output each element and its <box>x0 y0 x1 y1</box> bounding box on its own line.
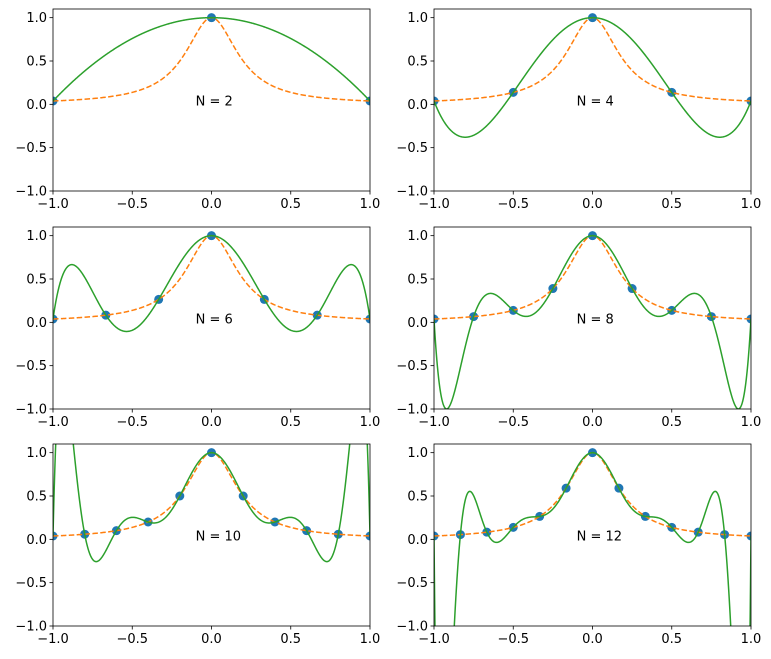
interpolant-line <box>434 16 751 138</box>
y-tick-label: 0.0 <box>26 316 47 331</box>
y-tick-label: 1.0 <box>26 11 47 26</box>
x-tick-label: −0.5 <box>116 197 148 212</box>
x-tick-label: 1.0 <box>741 632 762 647</box>
y-tick-label: −1.0 <box>396 185 428 200</box>
n-label: N = 12 <box>577 529 622 544</box>
interpolant-line <box>53 234 370 333</box>
x-tick-label: 0.0 <box>201 632 222 647</box>
y-tick-label: 1.0 <box>26 229 47 244</box>
y-tick-label: −0.5 <box>396 576 428 591</box>
y-tick-label: −0.5 <box>396 141 428 156</box>
x-tick-label: −0.5 <box>497 632 529 647</box>
x-tick-label: −0.5 <box>116 415 148 430</box>
subplot-N-6: −1.0 −0.5 0.0 0.5 1.0 −1.0 −0.5 0.0 0.5 1.0 N = 6 <box>15 226 381 430</box>
y-tick-label: −1.0 <box>15 403 47 418</box>
y-tick-label: −0.5 <box>15 576 47 591</box>
y-tick-label: 1.0 <box>26 446 47 461</box>
true-function-line <box>434 234 751 320</box>
y-tick-label: 0.5 <box>26 490 47 505</box>
x-tick-label: −1.0 <box>418 632 450 647</box>
plot-area <box>53 231 370 333</box>
subplot-N-10: −1.0 −0.5 0.0 0.5 1.0 −1.0 −0.5 0.0 0.5 1.0 N = 10 <box>15 443 381 647</box>
x-tick-label: 0.5 <box>280 415 301 430</box>
x-tick-label: 0.5 <box>661 415 682 430</box>
x-tick-label: −1.0 <box>37 415 69 430</box>
y-tick-label: 0.0 <box>26 533 47 548</box>
x-tick-label: 1.0 <box>360 415 381 430</box>
x-tick-label: 1.0 <box>741 415 762 430</box>
y-tick-label: 0.0 <box>407 98 428 113</box>
plot-area <box>434 13 751 138</box>
y-tick-label: −1.0 <box>396 403 428 418</box>
x-tick-label: 0.5 <box>661 197 682 212</box>
x-tick-label: −1.0 <box>418 415 450 430</box>
x-tick-label: 1.0 <box>360 632 381 647</box>
n-label: N = 6 <box>196 312 233 327</box>
x-tick-label: −0.5 <box>497 415 529 430</box>
subplot-N-8: −1.0 −0.5 0.0 0.5 1.0 −1.0 −0.5 0.0 0.5 1.0 N = 8 <box>396 226 762 430</box>
y-tick-label: 0.5 <box>26 55 47 70</box>
y-tick-label: 0.5 <box>407 55 428 70</box>
x-tick-label: 0.5 <box>280 197 301 212</box>
y-tick-label: 1.0 <box>407 11 428 26</box>
y-tick-label: −1.0 <box>15 185 47 200</box>
x-tick-label: −0.5 <box>116 632 148 647</box>
true-function-line <box>53 451 370 537</box>
subplot-N-4: −1.0 −0.5 0.0 0.5 1.0 −1.0 −0.5 0.0 0.5 1.0 N = 4 <box>396 8 762 212</box>
subplot-N-12: −1.0 −0.5 0.0 0.5 1.0 −1.0 −0.5 0.0 0.5 1.0 N = 12 <box>396 443 762 647</box>
plot-area <box>53 444 370 563</box>
n-label: N = 4 <box>577 94 614 109</box>
x-tick-label: 0.5 <box>280 632 301 647</box>
x-tick-label: −0.5 <box>497 197 529 212</box>
n-label: N = 10 <box>196 529 241 544</box>
n-label: N = 2 <box>196 94 233 109</box>
y-tick-label: 0.0 <box>407 316 428 331</box>
y-tick-label: −1.0 <box>15 620 47 635</box>
interpolant-line <box>53 444 370 563</box>
x-tick-label: −1.0 <box>418 197 450 212</box>
true-function-line <box>434 16 751 102</box>
true-function-line <box>434 451 751 537</box>
subplot-N-2: −1.0 −0.5 0.0 0.5 1.0 −1.0 −0.5 0.0 0.5 1.0 N = 2 <box>15 8 381 212</box>
y-tick-label: 1.0 <box>407 229 428 244</box>
y-tick-label: −1.0 <box>396 620 428 635</box>
plot-area <box>53 13 370 106</box>
x-tick-label: −1.0 <box>37 197 69 212</box>
y-tick-label: −0.5 <box>15 141 47 156</box>
y-tick-label: 0.5 <box>407 490 428 505</box>
x-tick-label: 0.0 <box>201 415 222 430</box>
x-tick-label: 0.0 <box>582 197 603 212</box>
y-tick-label: −0.5 <box>396 359 428 374</box>
n-label: N = 8 <box>577 312 614 327</box>
x-tick-label: 0.0 <box>582 415 603 430</box>
x-tick-label: 1.0 <box>360 197 381 212</box>
y-tick-label: 0.5 <box>26 273 47 288</box>
x-tick-label: 0.5 <box>661 632 682 647</box>
x-tick-label: −1.0 <box>37 632 69 647</box>
x-tick-label: 1.0 <box>741 197 762 212</box>
y-tick-label: 0.0 <box>407 533 428 548</box>
interpolant-line <box>434 234 751 409</box>
interpolant-line <box>53 16 370 102</box>
y-tick-label: −0.5 <box>15 359 47 374</box>
y-tick-label: 1.0 <box>407 446 428 461</box>
plot-area <box>434 448 751 626</box>
interpolant-line <box>434 451 751 626</box>
plot-area <box>434 231 751 409</box>
y-tick-label: 0.5 <box>407 273 428 288</box>
y-tick-label: 0.0 <box>26 98 47 113</box>
x-tick-label: 0.0 <box>582 632 603 647</box>
x-tick-label: 0.0 <box>201 197 222 212</box>
